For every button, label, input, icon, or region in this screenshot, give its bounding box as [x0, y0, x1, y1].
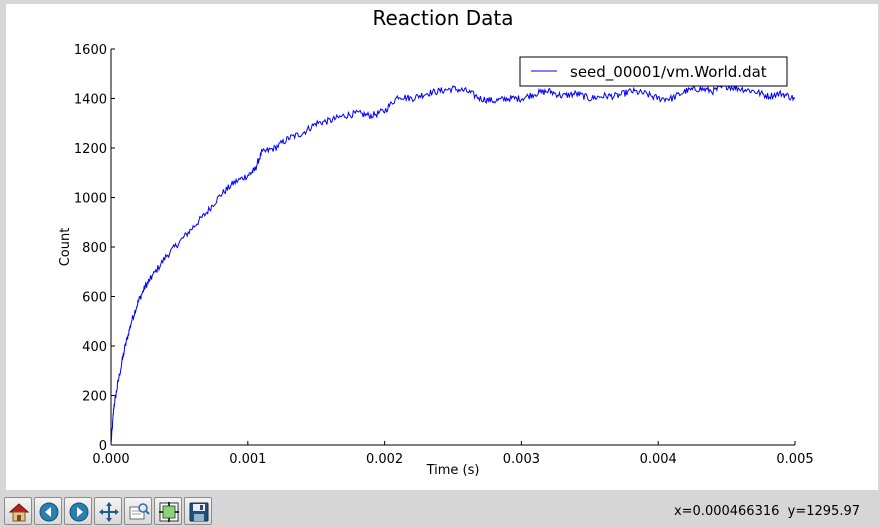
chart-title: Reaction Data [373, 6, 514, 30]
zoom-icon [129, 503, 150, 520]
y-tick-label: 1000 [74, 192, 107, 207]
back-icon [39, 502, 59, 522]
legend-entry: seed_00001/vm.World.dat [570, 63, 767, 82]
pan-icon [99, 502, 119, 522]
y-tick-label: 1400 [74, 93, 107, 108]
save-icon [189, 502, 209, 522]
y-tick-label: 1200 [74, 142, 107, 157]
legend-box [519, 56, 788, 87]
axes-frame [110, 49, 795, 446]
subplots-icon [159, 502, 179, 522]
x-tick-label: 0.002 [366, 452, 403, 467]
subplots-button[interactable] [154, 497, 182, 525]
y-tick-label: 800 [82, 241, 107, 256]
x-axis-label: Time (s) [426, 463, 480, 478]
x-tick-label: 0.003 [503, 452, 540, 467]
zoom-button[interactable] [124, 497, 152, 525]
coordinate-readout: x=0.000466316 y=1295.97 [673, 504, 860, 519]
x-tick-label: 0.004 [640, 452, 677, 467]
forward-icon [69, 502, 89, 522]
series-line [110, 82, 796, 446]
x-tick-label: 0.005 [776, 452, 813, 467]
y-tick-label: 600 [82, 291, 107, 306]
home-button[interactable] [4, 497, 32, 525]
x-tick-label: 0.001 [229, 452, 266, 467]
x-axis: 0.000 0.001 0.002 0.003 0.004 0.005 [92, 441, 814, 467]
navigation-toolbar: x=0.000466316 y=1295.97 [0, 490, 880, 527]
reaction-chart: Reaction Data 0 200 400 600 800 1000 1200 1400 1… [58, 6, 814, 478]
y-tick-label: 0 [99, 439, 107, 454]
home-icon [8, 503, 30, 522]
y-tick-label: 1600 [74, 43, 107, 58]
plot-area [110, 82, 796, 446]
y-axis-label: Count [58, 228, 73, 267]
save-button[interactable] [184, 497, 212, 525]
forward-button[interactable] [64, 497, 92, 525]
y-tick-label: 200 [82, 390, 107, 405]
x-tick-label: 0.000 [92, 452, 129, 467]
figure-canvas[interactable]: Reaction Data 0 200 400 600 800 1000 1200 1400 1… [6, 4, 878, 490]
legend: seed_00001/vm.World.dat [519, 56, 788, 87]
back-button[interactable] [34, 497, 62, 525]
y-tick-label: 400 [82, 340, 107, 355]
pan-button[interactable] [94, 497, 122, 525]
y-axis: 0 200 400 600 800 1000 1200 1400 1600 [74, 43, 115, 454]
